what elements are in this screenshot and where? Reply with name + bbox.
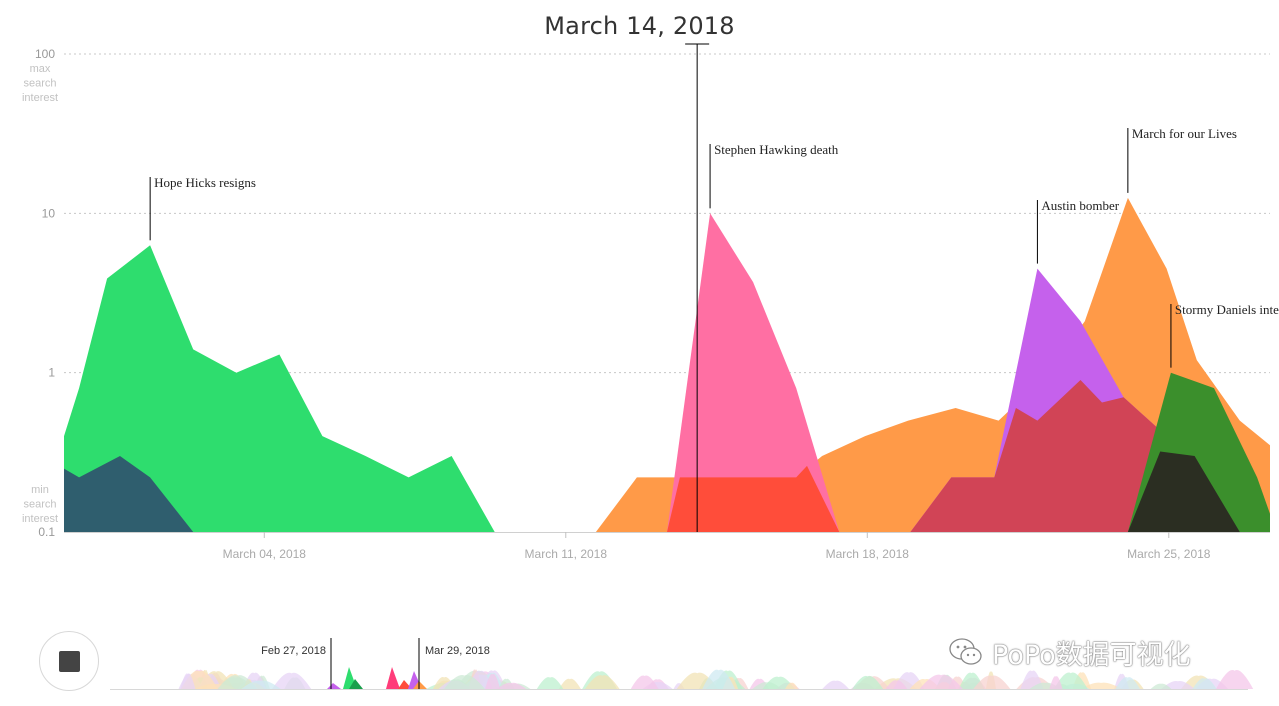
annotation-label: Stephen Hawking death [714, 142, 839, 157]
annotations: Hope Hicks resigns Stephen Hawking death A… [149, 126, 1279, 368]
timeline-blob [1115, 677, 1140, 689]
timeline-blob [973, 675, 1011, 689]
timeline-blob [241, 680, 281, 689]
y-tick-label: 100 [35, 47, 55, 61]
y-axis-caption: max [30, 63, 51, 75]
timeline-blob [1192, 678, 1217, 689]
y-axis: 100 max search interest 10 1 min search interest… [22, 47, 58, 539]
timeline-event [327, 683, 341, 689]
timeline-blob [485, 673, 501, 689]
timeline-blob [822, 680, 849, 689]
timeline-blob [496, 682, 527, 689]
timeline-event [413, 681, 427, 689]
timeline-event [386, 667, 400, 689]
wechat-icon [949, 638, 982, 665]
watermark-text: PoPo数据可视化 [992, 639, 1191, 671]
stop-icon [59, 651, 80, 672]
stop-button[interactable] [39, 631, 99, 691]
timeline-scrubber: Feb 27, 2018 Mar 29, 2018 [110, 638, 1254, 690]
timeline-event [398, 680, 412, 689]
timeline-blob [785, 682, 799, 689]
timeline-event [349, 679, 363, 689]
timeline-blob [1161, 680, 1195, 689]
y-tick-label: 10 [42, 206, 56, 220]
timeline-blob [558, 678, 581, 689]
timeline-blob [630, 675, 659, 689]
timeline-blob [885, 680, 908, 689]
x-tick-label: March 18, 2018 [826, 547, 910, 561]
series-area [667, 465, 840, 532]
x-axis: March 04, 2018 March 11, 2018 March 18, 20… [64, 532, 1270, 561]
timeline-blob [585, 675, 620, 689]
y-tick-label: 0.1 [38, 525, 55, 539]
watermark: PoPo数据可视化 [948, 632, 1191, 672]
y-tick-label: 1 [48, 366, 55, 380]
y-axis-caption: search [23, 499, 56, 511]
timeline-blob [1053, 672, 1088, 689]
y-axis-caption: interest [22, 513, 58, 525]
timeline-blob [536, 677, 564, 689]
timeline-blob [1216, 670, 1254, 689]
series-area [64, 456, 194, 532]
current-date-marker [685, 43, 710, 532]
y-axis-caption: search [23, 78, 56, 90]
timeline-blob [180, 673, 196, 689]
annotation-label: Hope Hicks resigns [154, 175, 256, 190]
timeline-blob [1049, 676, 1063, 689]
timeline-blob [762, 676, 795, 689]
timeline-blob [702, 669, 736, 689]
timeline-blob [444, 675, 485, 689]
y-axis-caption: interest [22, 92, 58, 104]
timeline-blob [272, 672, 312, 689]
series-area [64, 245, 495, 533]
timeline-blob [1150, 683, 1172, 689]
series-areas [64, 197, 1270, 533]
annotation-label: Austin bomber [1041, 198, 1119, 213]
timeline-end-label: Mar 29, 2018 [425, 645, 490, 657]
timeline-start-label: Feb 27, 2018 [261, 645, 326, 657]
y-axis-caption: min [31, 484, 49, 496]
x-tick-label: March 25, 2018 [1127, 547, 1211, 561]
annotation-label: Stormy Daniels interview [1175, 302, 1279, 317]
series-area [667, 213, 840, 533]
annotation-label: March for our Lives [1132, 126, 1237, 141]
timeline-blob [919, 674, 963, 689]
timeline-blob [852, 675, 884, 689]
x-tick-label: March 04, 2018 [223, 547, 307, 561]
page-title: March 14, 2018 [544, 12, 735, 40]
x-tick-label: March 11, 2018 [525, 547, 608, 561]
series-area [1127, 451, 1240, 532]
